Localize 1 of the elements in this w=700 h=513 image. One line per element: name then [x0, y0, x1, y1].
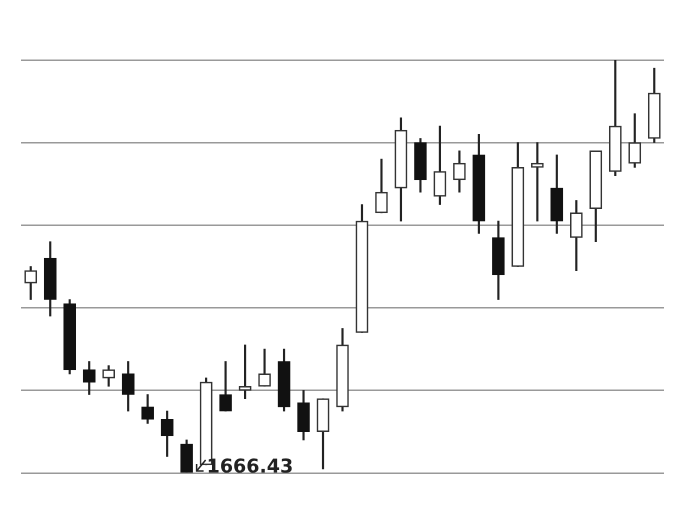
annotation: 1666.43: [206, 455, 294, 478]
